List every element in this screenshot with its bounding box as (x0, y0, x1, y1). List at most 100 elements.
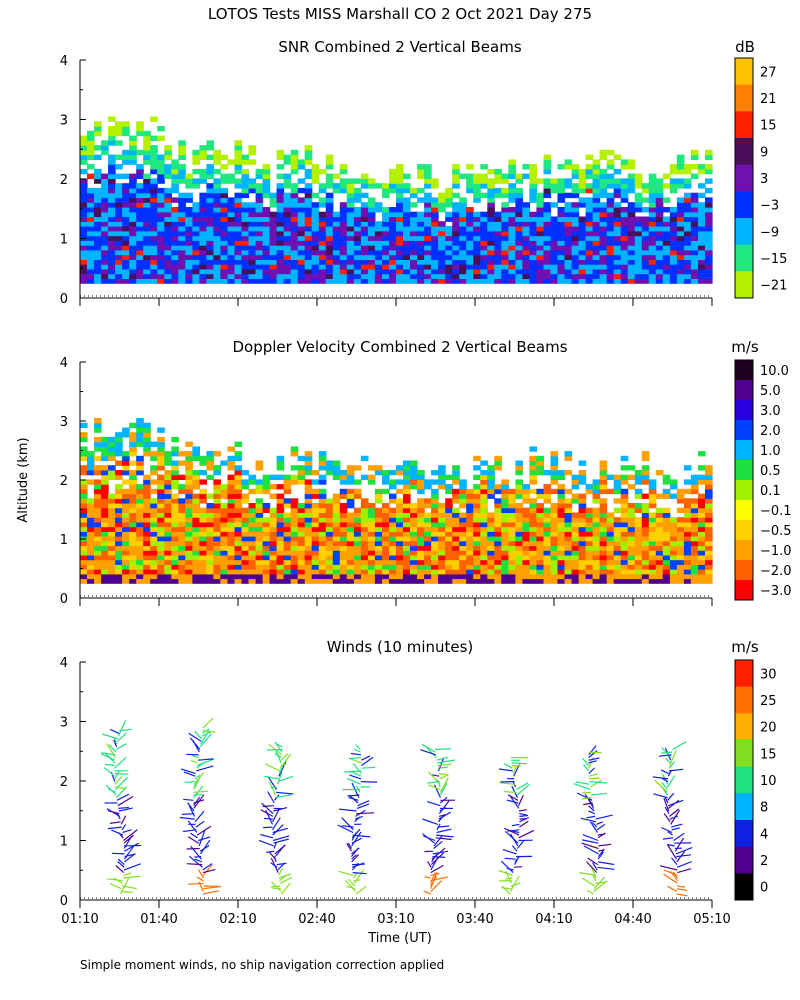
field-cell (290, 536, 299, 542)
field-cell (599, 183, 608, 189)
field-cell (522, 216, 530, 222)
field-cell (557, 207, 566, 213)
field-cell (606, 554, 615, 561)
field-cell (690, 268, 699, 275)
field-cell (143, 207, 151, 213)
field-cell (311, 245, 320, 251)
field-cell (550, 573, 559, 580)
field-cell (241, 278, 250, 284)
field-cell (185, 465, 193, 471)
field-cell (374, 517, 383, 523)
field-cell (143, 273, 151, 279)
field-cell (431, 197, 439, 203)
field-cell (94, 441, 102, 447)
field-cell (297, 164, 306, 170)
wind-profile (498, 756, 535, 895)
field-cell (522, 249, 530, 256)
field-cell (494, 264, 502, 270)
field-cell (101, 545, 109, 551)
field-cell (94, 235, 102, 241)
field-cell (339, 517, 348, 523)
snr-panel: SNR Combined 2 Vertical Beams01234272115… (60, 38, 788, 307)
field-cell (220, 564, 228, 570)
field-cell (599, 259, 608, 265)
wind-barb (437, 759, 456, 764)
field-cell (403, 187, 411, 194)
wind-barb (123, 872, 132, 876)
field-cell (101, 493, 109, 499)
colorbar-swatch (735, 244, 753, 272)
field-cell (283, 559, 292, 565)
field-cell (262, 540, 271, 547)
field-cell (220, 484, 228, 490)
field-cell (522, 164, 530, 170)
field-cell (339, 559, 348, 565)
field-cell (346, 465, 355, 471)
field-cell (585, 183, 594, 189)
field-cell (304, 197, 313, 203)
field-cell (122, 455, 130, 462)
field-cell (178, 259, 186, 265)
field-cell (606, 550, 615, 556)
field-cell (705, 484, 713, 490)
field-cell (374, 221, 383, 227)
field-cell (290, 474, 299, 480)
field-cell (613, 554, 622, 561)
field-cell (101, 173, 109, 179)
field-cell (431, 245, 439, 251)
field-cell (634, 268, 643, 275)
field-cell (698, 268, 706, 275)
field-cell (108, 569, 116, 575)
field-cell (452, 254, 460, 260)
field-cell (122, 488, 130, 495)
field-cell (80, 465, 88, 471)
field-cell (690, 569, 699, 575)
field-cell (122, 550, 130, 556)
field-cell (410, 536, 418, 542)
field-cell (178, 559, 186, 565)
field-cell (297, 178, 306, 184)
field-cell (669, 479, 678, 485)
colorbar-label: 4 (760, 827, 768, 842)
field-cell (101, 264, 109, 270)
field-cell (227, 559, 236, 565)
field-cell (655, 278, 664, 284)
field-cell (164, 479, 172, 485)
field-cell (571, 512, 580, 518)
field-cell (606, 559, 615, 565)
field-cell (325, 498, 334, 504)
field-cell (206, 578, 214, 584)
field-cell (339, 230, 348, 237)
field-cell (80, 436, 88, 443)
field-cell (136, 441, 144, 447)
field-cell (648, 197, 657, 203)
field-cell (122, 259, 130, 265)
field-cell (241, 536, 250, 542)
field-cell (276, 207, 285, 213)
wind-barb (197, 869, 204, 879)
field-cell (129, 240, 137, 246)
field-cell (129, 245, 137, 251)
field-cell (227, 488, 236, 495)
field-cell (578, 479, 587, 485)
wind-barb (355, 885, 367, 895)
field-cell (339, 470, 348, 476)
field-cell (564, 517, 573, 523)
field-cell (508, 221, 516, 227)
field-cell (648, 211, 657, 218)
field-cell (297, 573, 306, 580)
colorbar-label: 0 (760, 881, 768, 896)
field-cell (136, 427, 144, 433)
field-cell (374, 554, 383, 561)
field-cell (466, 517, 474, 523)
field-cell (318, 517, 327, 523)
field-cell (80, 278, 88, 284)
field-cell (690, 521, 699, 528)
field-cell (473, 526, 481, 532)
field-cell (494, 268, 502, 275)
field-cell (431, 273, 439, 279)
field-cell (487, 221, 495, 227)
field-cell (466, 559, 474, 565)
field-cell (213, 470, 221, 476)
field-cell (410, 254, 418, 260)
